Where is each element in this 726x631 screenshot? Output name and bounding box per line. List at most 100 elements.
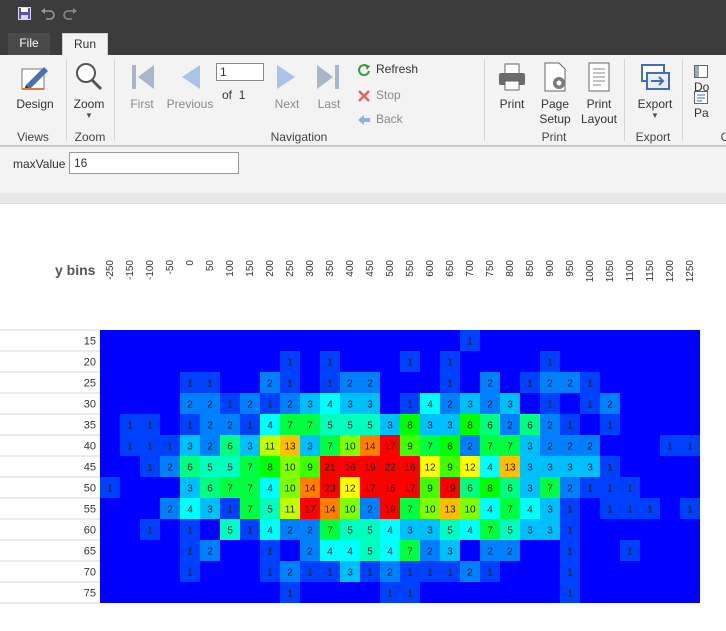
heatmap-cell: [260, 582, 280, 603]
heatmap-cell: [140, 456, 160, 477]
heatmap-cell: [340, 393, 360, 414]
cell-value-label: 1: [287, 589, 293, 600]
cell-value-label: 2: [307, 547, 313, 558]
parameters-button[interactable]: Pa: [694, 89, 726, 120]
page-setup-label-2: Setup: [539, 112, 571, 126]
document-map-button[interactable]: Do: [694, 63, 726, 94]
heatmap-cell: [140, 414, 160, 435]
heatmap-cell: [140, 519, 160, 540]
heatmap-cell: [520, 435, 540, 456]
cell-value-label: 3: [347, 400, 353, 411]
heatmap-cell: [400, 351, 420, 372]
heatmap-cell: [140, 561, 160, 582]
cell-value-label: 8: [487, 484, 493, 495]
page-number-input[interactable]: 1: [216, 63, 264, 81]
last-button[interactable]: Last: [312, 61, 346, 112]
cell-value-label: 1: [227, 400, 233, 411]
heatmap-cell: [140, 351, 160, 372]
heatmap-cell: [520, 351, 540, 372]
tab-file[interactable]: File: [8, 33, 50, 55]
heatmap-cell: [460, 435, 480, 456]
cell-value-label: 7: [547, 484, 553, 495]
heatmap-cell: [420, 393, 440, 414]
first-button[interactable]: First: [124, 61, 160, 112]
page-setup-button[interactable]: Page Setup: [536, 61, 574, 127]
cell-value-label: 3: [447, 421, 453, 432]
heatmap-cell: [440, 519, 460, 540]
heatmap-cell: [200, 435, 220, 456]
refresh-button[interactable]: Refresh: [357, 61, 418, 77]
heatmap-cell: [460, 330, 480, 351]
parameters-pane: maxValue 16: [0, 147, 726, 193]
tab-run[interactable]: Run: [62, 33, 108, 56]
heatmap-cell: [560, 351, 580, 372]
heatmap-cell: [500, 477, 520, 498]
heatmap-cell: [680, 393, 700, 414]
parameters-icon: [694, 91, 708, 105]
design-label: Design: [16, 97, 54, 111]
heatmap-cell: [200, 582, 220, 603]
cell-value-label: 7: [487, 526, 493, 537]
heatmap-cell: [100, 498, 120, 519]
cell-value-label: 3: [567, 463, 573, 474]
print-button[interactable]: Print: [494, 61, 530, 112]
heatmap-cell: [300, 561, 320, 582]
heatmap-cell: [280, 498, 300, 519]
heatmap-cell: [260, 330, 280, 351]
cell-value-label: 3: [427, 421, 433, 432]
heatmap-cell: [560, 498, 580, 519]
previous-button[interactable]: Previous: [166, 61, 214, 112]
heatmap-cell: [580, 414, 600, 435]
heatmap-cell: [520, 456, 540, 477]
heatmap-cell: [400, 435, 420, 456]
heatmap-cell: [320, 519, 340, 540]
next-button[interactable]: Next: [270, 61, 304, 112]
heatmap-cell: [220, 372, 240, 393]
undo-icon[interactable]: [40, 7, 55, 24]
heatmap-cell: [680, 372, 700, 393]
heatmap-cell: [300, 498, 320, 519]
heatmap-cell: [360, 477, 380, 498]
heatmap-cell: [320, 435, 340, 456]
heatmap-cell: [660, 372, 680, 393]
zoom-button[interactable]: Zoom ▼: [68, 61, 110, 120]
stop-button[interactable]: Stop: [357, 87, 401, 103]
cell-value-label: 2: [287, 526, 293, 537]
cell-value-label: 7: [247, 505, 253, 516]
last-label: Last: [317, 97, 341, 111]
heatmap-cell: [400, 561, 420, 582]
report-viewer: y bins -250 -150 -100 -50 0 50 100 150 200 250 300 3…: [0, 204, 726, 631]
x-bin-label: 50: [205, 260, 216, 272]
heatmap-cell: [280, 393, 300, 414]
heatmap-cell: [320, 477, 340, 498]
heatmap-cell: [360, 582, 380, 603]
redo-icon[interactable]: [63, 7, 78, 24]
back-button[interactable]: Back: [357, 111, 403, 127]
heatmap-cell: [320, 393, 340, 414]
export-button[interactable]: Export ▼: [634, 61, 676, 120]
cell-value-label: 3: [527, 442, 533, 453]
maxvalue-input[interactable]: 16: [69, 152, 239, 174]
save-icon[interactable]: [18, 7, 31, 24]
previous-page-icon: [182, 65, 200, 89]
design-button[interactable]: Design: [12, 61, 58, 112]
cell-value-label: 6: [507, 484, 513, 495]
export-icon: [641, 64, 670, 90]
heatmap-cell: [300, 582, 320, 603]
cell-value-label: 4: [387, 526, 393, 537]
cell-value-label: 5: [227, 526, 233, 537]
heatmap-cell: [640, 561, 660, 582]
x-bin-label: 600: [425, 260, 436, 277]
heatmap-cell: [540, 456, 560, 477]
cell-value-label: 1: [567, 589, 573, 600]
heatmap-cell: [180, 330, 200, 351]
pane-splitter[interactable]: [0, 193, 726, 204]
print-layout-button[interactable]: Print Layout: [578, 61, 620, 127]
heatmap-cell: [400, 498, 420, 519]
cell-value-label: 2: [367, 379, 373, 390]
heatmap-cell: [160, 330, 180, 351]
heatmap-cell: [420, 456, 440, 477]
heatmap-cell: [280, 477, 300, 498]
heatmap-chart: y bins -250 -150 -100 -50 0 50 100 150 200 250 300 3…: [0, 260, 700, 604]
heatmap-cell: [240, 414, 260, 435]
